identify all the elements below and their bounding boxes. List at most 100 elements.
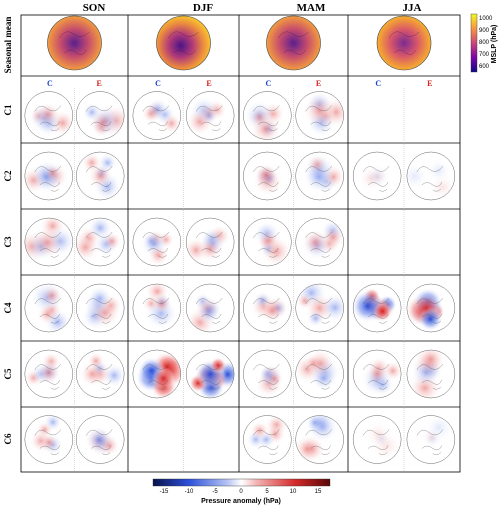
coastline (388, 31, 420, 55)
anomaly-map (243, 349, 292, 399)
coastline (142, 105, 170, 131)
anomaly-tick-minus5: -5 (212, 489, 218, 495)
row-label-c2: C2 (3, 170, 13, 181)
low-pressure-anomaly (306, 309, 325, 328)
map-outline (406, 283, 456, 333)
row-labels: Seasonal mean C1 C2 C3 C4 C5 C6 (3, 17, 13, 445)
map-outline (185, 283, 235, 333)
high-pressure-anomaly (152, 366, 176, 390)
map-outline (243, 91, 292, 140)
seasonal-mean-map (156, 15, 211, 71)
coastline (34, 231, 62, 258)
label-e: E (206, 79, 211, 88)
map-outline (24, 349, 74, 399)
high-pressure-anomaly (186, 108, 214, 136)
high-pressure-anomaly (249, 113, 282, 140)
anomaly-map (185, 91, 235, 140)
coastline (34, 297, 62, 324)
anomaly-map (185, 283, 235, 333)
coastline (253, 429, 280, 455)
coastline (362, 297, 390, 324)
coastline (305, 297, 332, 324)
coastline (253, 297, 280, 324)
low-pressure-anomaly (85, 425, 113, 453)
anomaly-map (75, 151, 125, 201)
map-outline (243, 349, 292, 399)
high-pressure-anomaly (296, 292, 314, 310)
anomaly-map (406, 151, 456, 201)
anomaly-map (406, 349, 456, 399)
coastline (34, 429, 62, 455)
label-c: C (155, 79, 161, 88)
season-title-jja: JJA (403, 2, 422, 14)
anomaly-map (75, 91, 125, 140)
anomaly-tick-0: 0 (239, 489, 243, 495)
coastline (85, 231, 113, 258)
high-pressure-anomaly (147, 244, 170, 266)
label-e: E (427, 79, 432, 88)
coastline (416, 297, 444, 324)
anomaly-tick-15: 15 (315, 489, 322, 495)
high-pressure-anomaly (249, 420, 270, 441)
coastline (195, 105, 223, 131)
high-pressure-anomaly (260, 235, 292, 266)
high-pressure-anomaly (102, 231, 122, 251)
low-pressure-anomaly (146, 97, 170, 121)
row-label-c5: C5 (3, 368, 13, 379)
coastline (168, 31, 199, 55)
anomaly-tick-minus15: -15 (160, 489, 169, 495)
coastline (253, 231, 280, 258)
coastline (253, 105, 280, 131)
coastline (195, 297, 223, 324)
high-pressure-anomaly (305, 350, 336, 379)
high-pressure-anomaly (197, 236, 223, 262)
coastline (195, 231, 223, 258)
anomaly-map (295, 349, 344, 399)
high-pressure-anomaly (39, 432, 59, 453)
coastline (362, 363, 390, 390)
high-pressure-anomaly (209, 356, 227, 374)
anomaly-map (185, 217, 235, 267)
map-outline (406, 151, 456, 201)
low-pressure-anomaly (302, 161, 335, 193)
high-pressure-anomaly (30, 225, 65, 260)
high-pressure-anomaly (259, 298, 285, 323)
label-e: E (316, 79, 321, 88)
high-pressure-anomaly (295, 434, 322, 464)
coastline (362, 429, 390, 455)
anomaly-map (75, 217, 125, 267)
anomaly-colorbar-label: Pressure anomaly (hPa) (201, 498, 281, 505)
anomaly-tick-10: 10 (290, 489, 297, 495)
anomaly-map (24, 349, 74, 399)
row-label-c3: C3 (3, 236, 13, 247)
anomaly-map (352, 283, 402, 333)
anomaly-map (132, 91, 182, 140)
coastline (34, 165, 62, 192)
coastline (142, 297, 170, 324)
mslp-colorbar: 1000 900 800 700 600 MSLP (hPa) (470, 13, 498, 73)
low-pressure-anomaly (43, 415, 63, 432)
high-pressure-anomaly (373, 302, 392, 321)
coastline (34, 363, 62, 390)
low-pressure-anomaly (195, 299, 222, 325)
map-outline (75, 151, 125, 201)
coastline (253, 165, 280, 192)
coastline (305, 165, 332, 192)
seasonal-mean-map (47, 15, 102, 71)
low-pressure-anomaly (320, 292, 344, 323)
anomaly-map (352, 151, 402, 201)
map-outline (75, 217, 125, 267)
map-outline (406, 415, 456, 464)
coastline (305, 231, 332, 258)
anomaly-map (243, 217, 292, 267)
map-outline (75, 415, 125, 464)
high-pressure-anomaly (35, 101, 61, 127)
mslp-tick-700: 700 (479, 52, 490, 58)
high-pressure-anomaly (37, 361, 61, 385)
coastline (362, 165, 390, 192)
map-outline (295, 217, 344, 267)
anomaly-map (295, 151, 344, 201)
map-outline (352, 151, 402, 201)
anomaly-map (295, 283, 344, 333)
mslp-colorbar-label: MSLP (hPa) (491, 25, 498, 64)
